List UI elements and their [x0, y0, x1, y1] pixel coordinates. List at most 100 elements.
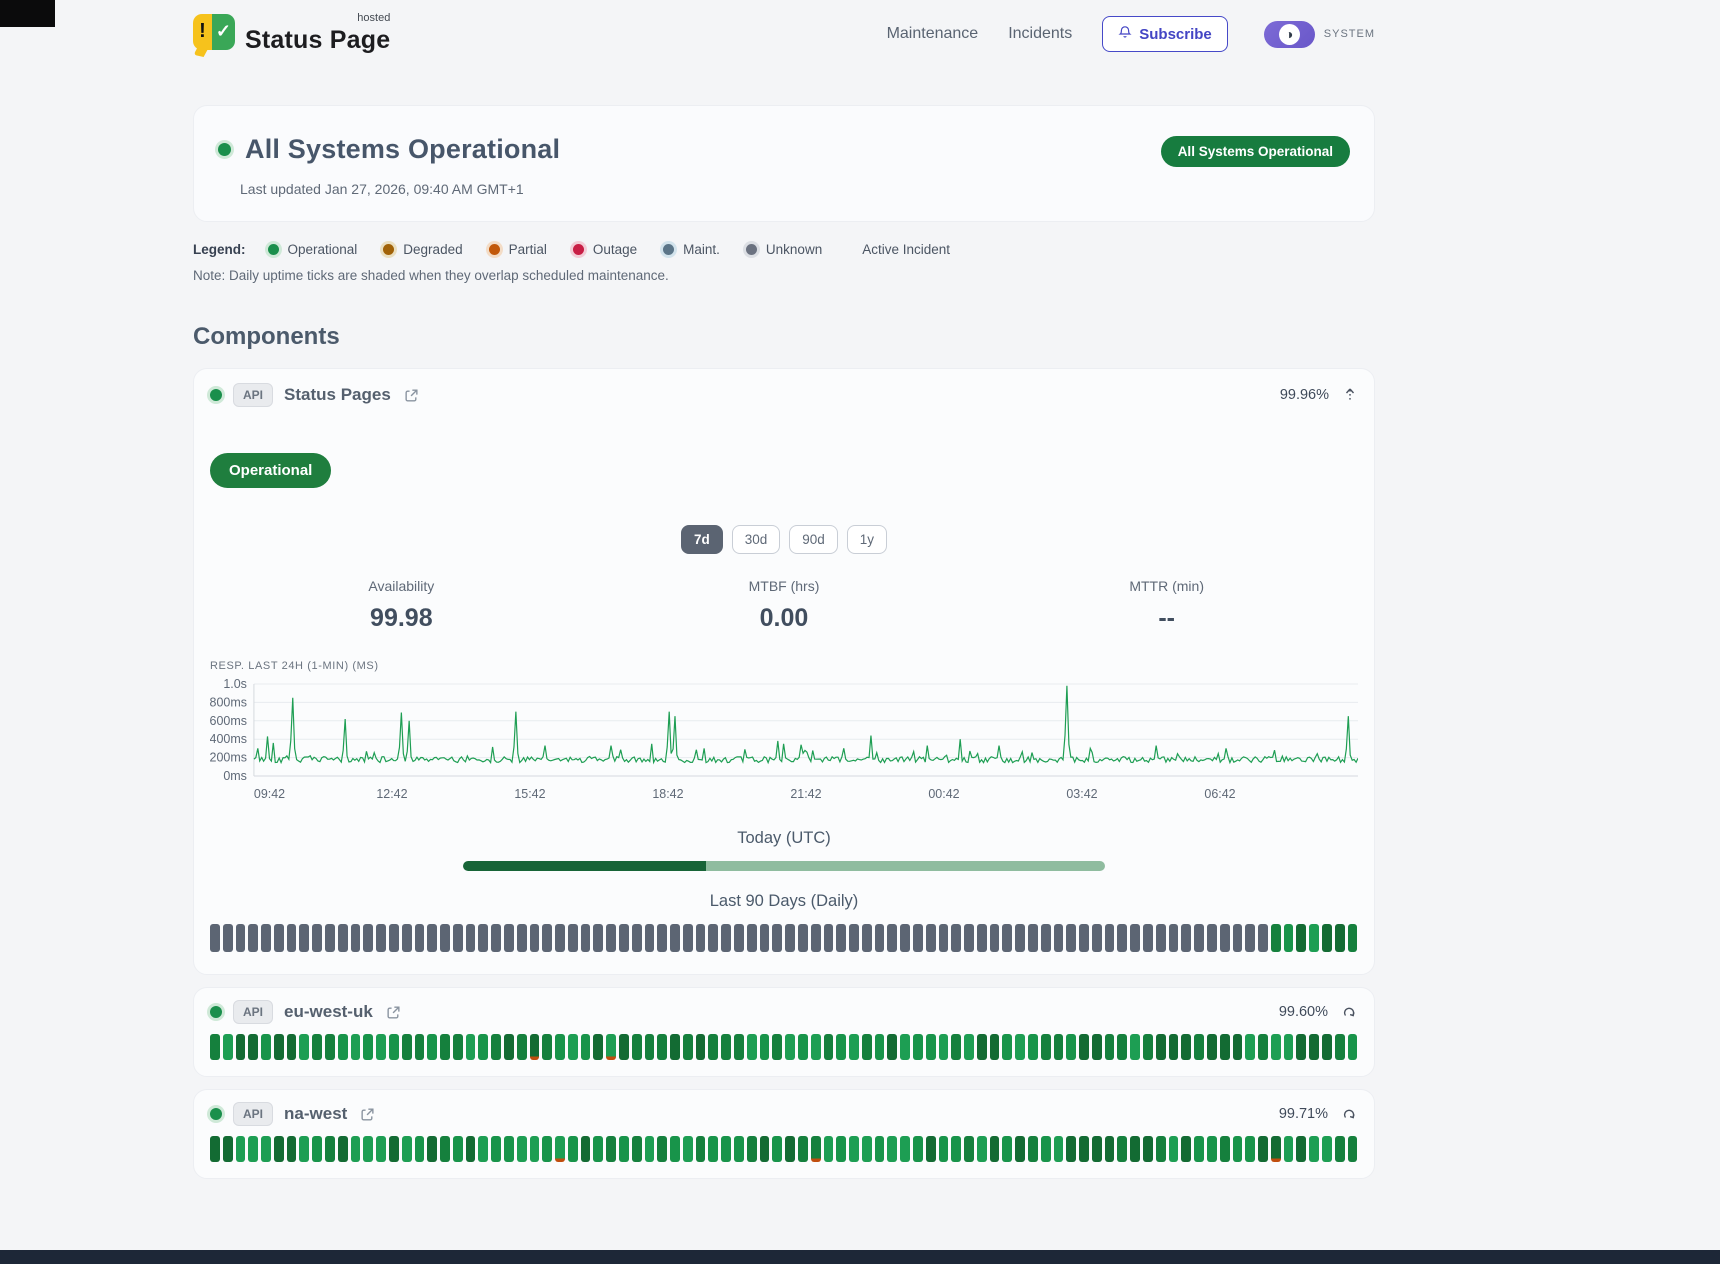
uptime-tick[interactable] — [529, 924, 540, 952]
uptime-tick[interactable] — [695, 1034, 706, 1060]
uptime-tick[interactable] — [593, 924, 604, 952]
uptime-tick[interactable] — [631, 924, 642, 952]
uptime-tick[interactable] — [1130, 1034, 1141, 1060]
uptime-tick[interactable] — [1015, 1034, 1025, 1060]
uptime-tick[interactable] — [938, 1034, 949, 1060]
uptime-tick[interactable] — [235, 1136, 246, 1162]
uptime-tick[interactable] — [1258, 1136, 1268, 1162]
uptime-tick[interactable] — [363, 1034, 374, 1060]
uptime-tick[interactable] — [555, 1034, 565, 1060]
uptime-tick[interactable] — [465, 1034, 476, 1060]
uptime-tick[interactable] — [1245, 1136, 1256, 1162]
uptime-tick[interactable] — [1168, 1136, 1179, 1162]
uptime-tick[interactable] — [861, 924, 872, 952]
uptime-tick[interactable] — [440, 1136, 450, 1162]
uptime-tick[interactable] — [1117, 1034, 1128, 1060]
uptime-tick[interactable] — [772, 1034, 783, 1060]
uptime-tick[interactable] — [734, 1136, 744, 1162]
uptime-tick[interactable] — [440, 1034, 450, 1060]
uptime-tick[interactable] — [836, 1136, 847, 1162]
uptime-tick[interactable] — [695, 1136, 706, 1162]
uptime-tick[interactable] — [401, 1034, 412, 1060]
uptime-tick[interactable] — [1143, 924, 1153, 952]
uptime-tick[interactable] — [427, 924, 438, 952]
collapse-icon[interactable] — [1342, 385, 1358, 406]
uptime-tick[interactable] — [542, 1034, 553, 1060]
uptime-tick[interactable] — [849, 1136, 859, 1162]
uptime-tick[interactable] — [1066, 924, 1077, 952]
uptime-tick[interactable] — [1296, 924, 1307, 952]
uptime-tick[interactable] — [376, 924, 386, 952]
uptime-tick[interactable] — [1181, 1136, 1192, 1162]
uptime-tick[interactable] — [248, 924, 259, 952]
uptime-tick[interactable] — [491, 924, 501, 952]
uptime-tick[interactable] — [925, 1136, 936, 1162]
uptime-tick[interactable] — [1206, 924, 1217, 952]
uptime-tick[interactable] — [1245, 924, 1256, 952]
uptime-tick[interactable] — [1091, 1034, 1102, 1060]
external-link-icon[interactable] — [386, 1005, 401, 1020]
uptime-tick[interactable] — [1347, 1136, 1358, 1162]
uptime-tick[interactable] — [976, 924, 987, 952]
uptime-tick[interactable] — [951, 1034, 962, 1060]
uptime-tick[interactable] — [516, 1136, 527, 1162]
uptime-tick[interactable] — [900, 1034, 910, 1060]
uptime-tick[interactable] — [912, 1034, 923, 1060]
expand-icon[interactable] — [1341, 1004, 1358, 1021]
uptime-tick[interactable] — [900, 924, 910, 952]
uptime-tick[interactable] — [286, 1034, 297, 1060]
uptime-tick[interactable] — [388, 1136, 399, 1162]
uptime-tick[interactable] — [670, 924, 680, 952]
uptime-tick[interactable] — [235, 924, 246, 952]
uptime-tick[interactable] — [1040, 1034, 1051, 1060]
uptime-tick[interactable] — [823, 1034, 834, 1060]
uptime-tick[interactable] — [529, 1136, 540, 1162]
subscribe-button[interactable]: Subscribe — [1102, 16, 1228, 52]
uptime-tick[interactable] — [567, 1136, 578, 1162]
uptime-tick[interactable] — [721, 1034, 732, 1060]
uptime-tick[interactable] — [1309, 924, 1319, 952]
uptime-tick[interactable] — [1091, 1136, 1102, 1162]
uptime-tick[interactable] — [938, 1136, 949, 1162]
uptime-tick[interactable] — [631, 1034, 642, 1060]
uptime-tick[interactable] — [606, 1136, 616, 1162]
uptime-tick[interactable] — [619, 1136, 629, 1162]
uptime-tick[interactable] — [810, 1136, 821, 1162]
brand-logo[interactable]: ! ✓ Status Page hosted — [193, 12, 390, 57]
uptime-tick[interactable] — [887, 1034, 898, 1060]
uptime-tick[interactable] — [644, 924, 655, 952]
uptime-tick[interactable] — [1040, 1136, 1051, 1162]
uptime-tick[interactable] — [452, 1034, 463, 1060]
uptime-tick[interactable] — [785, 1034, 795, 1060]
uptime-tick[interactable] — [542, 1136, 553, 1162]
uptime-tick[interactable] — [912, 1136, 923, 1162]
uptime-tick[interactable] — [785, 1136, 795, 1162]
uptime-tick[interactable] — [1181, 924, 1192, 952]
uptime-tick[interactable] — [414, 924, 425, 952]
uptime-tick[interactable] — [1181, 1034, 1192, 1060]
uptime-tick[interactable] — [734, 1034, 744, 1060]
external-link-icon[interactable] — [404, 388, 419, 403]
uptime-tick[interactable] — [861, 1034, 872, 1060]
uptime-tick[interactable] — [1206, 1136, 1217, 1162]
uptime-tick[interactable] — [452, 1136, 463, 1162]
uptime-tick[interactable] — [478, 1034, 489, 1060]
uptime-tick[interactable] — [619, 1034, 629, 1060]
uptime-tick[interactable] — [810, 1034, 821, 1060]
uptime-tick[interactable] — [1053, 1136, 1064, 1162]
uptime-tick[interactable] — [938, 924, 949, 952]
uptime-tick[interactable] — [746, 1034, 757, 1060]
uptime-tick[interactable] — [964, 1034, 974, 1060]
uptime-tick[interactable] — [1002, 1034, 1013, 1060]
range-button-7d[interactable]: 7d — [680, 525, 723, 554]
uptime-tick[interactable] — [912, 924, 923, 952]
uptime-tick[interactable] — [516, 924, 527, 952]
uptime-tick[interactable] — [644, 1034, 655, 1060]
uptime-tick[interactable] — [363, 1136, 374, 1162]
uptime-tick[interactable] — [1066, 1136, 1077, 1162]
uptime-tick[interactable] — [414, 1034, 425, 1060]
uptime-tick[interactable] — [222, 1034, 233, 1060]
uptime-tick[interactable] — [210, 924, 220, 952]
uptime-tick[interactable] — [1232, 1136, 1243, 1162]
uptime-tick[interactable] — [567, 1034, 578, 1060]
